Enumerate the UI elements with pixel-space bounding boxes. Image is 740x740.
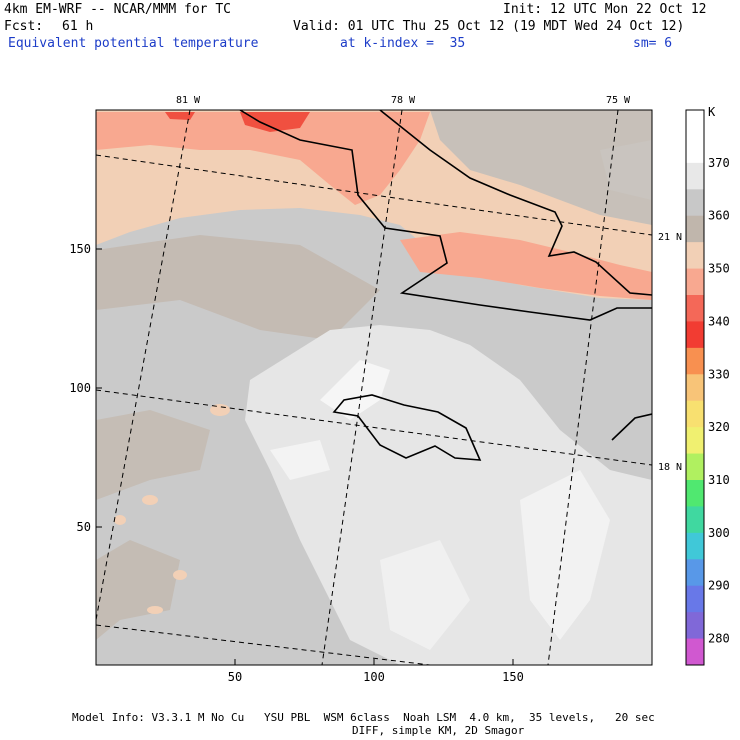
longitude-label: 81 W	[176, 95, 201, 106]
colorbar-swatch	[686, 347, 704, 375]
colorbar-label: 280	[708, 632, 730, 646]
colorbar-swatch	[686, 559, 704, 587]
colorbar-swatch	[686, 295, 704, 322]
longitude-label: 75 W	[606, 95, 631, 106]
colorbar-swatch	[686, 162, 704, 190]
colorbar-swatch	[686, 480, 704, 507]
colorbar-swatch	[686, 215, 704, 243]
colorbar-label: 300	[708, 526, 730, 540]
colorbar-label: 340	[708, 314, 730, 328]
theta-e-field	[96, 110, 652, 665]
y-tick-label: 100	[69, 381, 91, 395]
y-tick-label: 150	[69, 242, 91, 256]
x-tick-label: 100	[363, 670, 385, 684]
colorbar-label: 290	[708, 579, 730, 593]
coastlines	[239, 110, 652, 461]
colorbar-swatch	[686, 268, 704, 296]
colorbar-swatch	[686, 374, 704, 402]
colorbar-swatch	[686, 506, 704, 534]
colorbar-swatch	[686, 189, 704, 217]
model-info: Model Info: V3.3.1 M No Cu YSU PBL WSM 6…	[72, 711, 655, 724]
model-info-diffusion: DIFF, simple KM, 2D Smagor	[352, 724, 525, 737]
colorbar-label: 360	[708, 209, 730, 223]
colorbar-label: 330	[708, 367, 730, 381]
colorbar-swatch	[686, 400, 704, 428]
x-tick-label: 150	[502, 670, 524, 684]
colorbar-frame	[685, 109, 705, 666]
colorbar-swatch	[686, 532, 704, 560]
colorbar-swatch	[686, 585, 704, 613]
colorbar-swatch	[686, 612, 704, 640]
colorbar-unit: K	[708, 105, 716, 119]
colorbar-swatch	[686, 242, 704, 270]
x-tick-label: 50	[228, 670, 242, 684]
colorbar-swatch	[686, 638, 704, 666]
forecast-label: Fcst:	[4, 19, 44, 34]
colorbar: 370 360 350 340 330 320 310 300 290 280	[685, 109, 730, 666]
longitude-label: 78 W	[391, 95, 416, 106]
model-title: 4km EM-WRF -- NCAR/MMM for TC	[4, 2, 231, 17]
valid-time: Valid: 01 UTC Thu 25 Oct 12 (19 MDT Wed …	[293, 19, 685, 34]
colorbar-swatch	[686, 136, 704, 164]
smoothing-label: sm= 6	[633, 36, 673, 51]
colorbar-swatch	[686, 453, 704, 481]
colorbar-swatch	[686, 110, 704, 137]
colorbar-label: 320	[708, 420, 730, 434]
colorbar-label: 350	[708, 262, 730, 276]
graticule	[96, 110, 652, 665]
y-tick-label: 50	[77, 520, 91, 534]
colorbar-label: 310	[708, 473, 730, 487]
colorbar-label: 370	[708, 156, 730, 170]
init-time: Init: 12 UTC Mon 22 Oct 12	[503, 2, 707, 17]
colorbar-swatch	[686, 321, 704, 349]
field-name: Equivalent potential temperature	[8, 36, 259, 51]
level-label: at k-index = 35	[340, 36, 466, 51]
forecast-hour: 61 h	[62, 19, 94, 34]
axis-ticks	[96, 248, 514, 665]
latitude-label: 18 N	[658, 462, 682, 473]
latitude-label: 21 N	[658, 232, 682, 243]
colorbar-swatch	[686, 427, 704, 455]
